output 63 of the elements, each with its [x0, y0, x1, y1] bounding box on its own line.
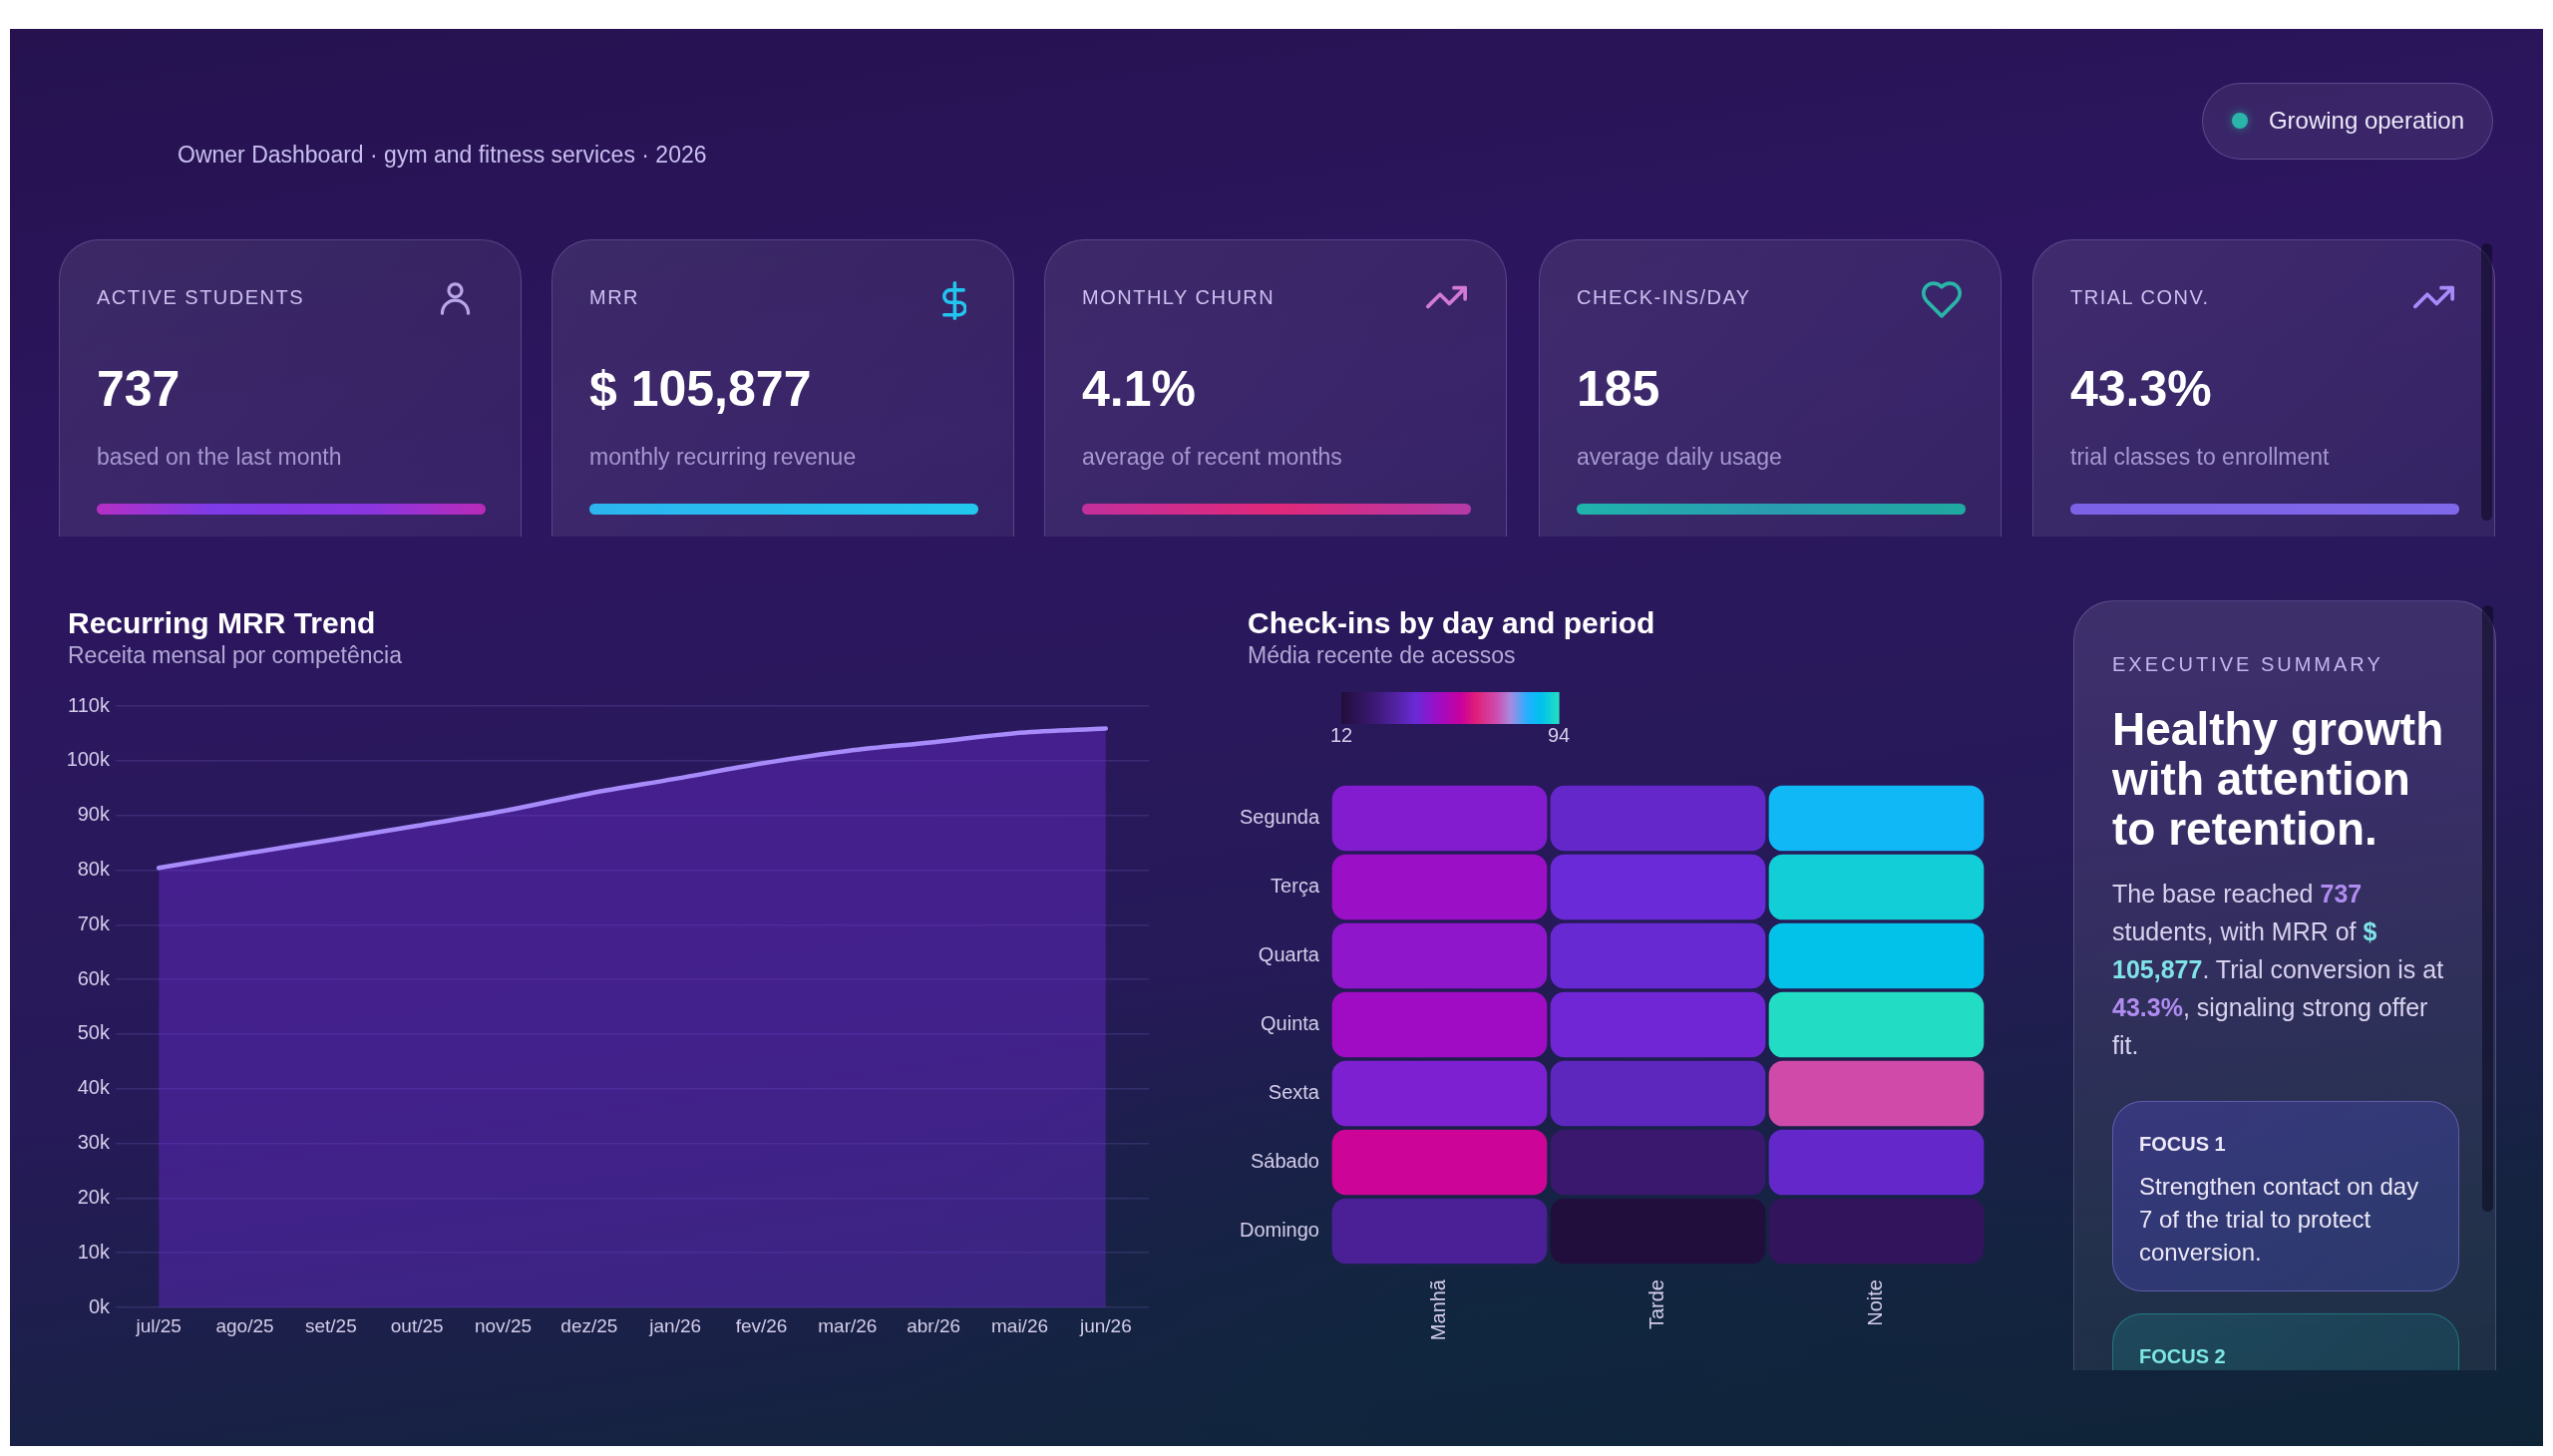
y-tick-label: 100k — [66, 748, 111, 771]
text: The base reached 737 students, with MRR of $ 105,877. Trial conversion is at 43.3%, signaling strong offer fit. — [2112, 880, 2444, 1059]
text: TRIAL CONV. — [2070, 285, 2210, 310]
y-tick-label: Segunda — [1239, 806, 1320, 829]
text: average daily usage — [1577, 444, 1782, 470]
text: EXECUTIVE SUMMARY — [2112, 652, 2383, 677]
text: $ 105,877 — [589, 361, 812, 417]
y-tick-label: 70k — [77, 911, 111, 934]
y-tick-label: 10k — [77, 1240, 111, 1263]
y-tick-label: 30k — [77, 1131, 111, 1154]
y-tick-label: Terça — [1271, 875, 1320, 898]
x-tick-label: jan/26 — [648, 1314, 702, 1336]
x-tick-label: dez/25 — [560, 1314, 618, 1336]
y-tick-label: Quarta — [1258, 943, 1320, 966]
y-tick-label: 110k — [68, 693, 111, 716]
text: trial classes to enrollment — [2070, 444, 2330, 470]
text: 4.1% — [1082, 361, 1196, 417]
text: based on the last month — [97, 444, 342, 470]
x-tick-label: fev/26 — [735, 1314, 788, 1336]
x-tick-label: out/25 — [390, 1314, 444, 1336]
chart-subtitle: Média recente de acessos — [1248, 642, 1516, 668]
x-tick-label: abr/26 — [907, 1314, 961, 1336]
text: 43.3% — [2070, 361, 2212, 417]
text: average of recent months — [1082, 444, 1342, 470]
x-tick-label: nov/25 — [474, 1314, 533, 1336]
x-tick-label: Manhã — [1427, 1278, 1450, 1341]
text: 737 — [97, 361, 181, 417]
x-tick-label: mai/26 — [990, 1314, 1049, 1336]
chart-subtitle: Receita mensal por competência — [68, 642, 402, 668]
text: 185 — [1577, 361, 1660, 417]
x-tick-label: Tarde — [1645, 1279, 1668, 1330]
x-tick-label: set/25 — [304, 1314, 357, 1336]
y-tick-label: 60k — [77, 966, 111, 989]
text: MONTHLY CHURN — [1082, 285, 1276, 310]
text: Owner Dashboard · gym and fitness services · 2026 — [178, 141, 707, 169]
x-tick-label: jul/25 — [135, 1314, 182, 1336]
x-tick-label: jun/26 — [1078, 1314, 1132, 1336]
text: CHECK-INS/DAY — [1577, 285, 1751, 310]
y-tick-label: 20k — [77, 1185, 111, 1208]
color-bar-label: 94 — [1547, 723, 1571, 746]
x-tick-label: ago/25 — [215, 1314, 274, 1336]
y-tick-label: 0k — [88, 1294, 111, 1317]
y-tick-label: Quinta — [1261, 1012, 1320, 1035]
text: ACTIVE STUDENTS — [97, 285, 305, 310]
text: FOCUS 1 — [2139, 1132, 2226, 1157]
text: monthly recurring revenue — [589, 444, 857, 470]
text: MRR — [589, 285, 640, 310]
text: Healthy growth with attention to retention. — [2112, 703, 2445, 855]
text: Growing operation — [2268, 106, 2464, 136]
y-tick-label: 90k — [77, 803, 111, 826]
x-tick-label: mar/26 — [818, 1314, 878, 1336]
y-tick-label: Domingo — [1239, 1219, 1319, 1242]
chart-title: Recurring MRR Trend — [68, 606, 376, 640]
y-tick-label: 80k — [77, 857, 111, 880]
y-tick-label: Sábado — [1251, 1150, 1319, 1173]
chart-title: Check-ins by day and period — [1248, 606, 1655, 640]
color-bar-label: 12 — [1329, 723, 1353, 746]
y-tick-label: 40k — [77, 1076, 111, 1099]
y-tick-label: 50k — [77, 1021, 111, 1044]
text: Strengthen contact on day 7 of the trial to protect conversion. — [2139, 1172, 2420, 1268]
y-tick-label: Sexta — [1268, 1081, 1320, 1104]
x-tick-label: Noite — [1864, 1279, 1887, 1326]
text: FOCUS 2 — [2139, 1344, 2226, 1369]
